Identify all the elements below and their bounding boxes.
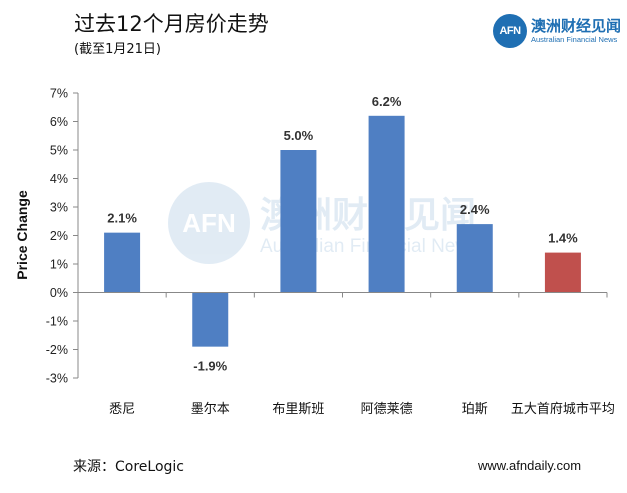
data-label: -1.9% bbox=[193, 359, 227, 374]
chart-subtitle: (截至1月21日) bbox=[74, 42, 161, 57]
chart-title: 过去12个月房价走势 bbox=[74, 12, 269, 36]
category-labels: 悉尼 墨尔本 布里斯班 阿德莱德 珀斯 五大首府城市平均 bbox=[109, 401, 615, 417]
source-note: 来源：CoreLogic bbox=[73, 459, 184, 475]
category-label: 五大首府城市平均 bbox=[511, 401, 615, 417]
y-tick-label: 6% bbox=[50, 115, 68, 129]
bar bbox=[104, 232, 141, 293]
data-labels: 2.1% -1.9% 5.0% 6.2% 2.4% 1.4% bbox=[107, 94, 578, 374]
afn-logo-name-cn: 澳洲财经见闻 bbox=[531, 17, 622, 35]
y-tick-label: 4% bbox=[50, 172, 68, 186]
bar bbox=[456, 224, 493, 293]
data-label: 1.4% bbox=[548, 231, 578, 246]
y-tick-label: 1% bbox=[50, 258, 68, 272]
bars bbox=[104, 115, 581, 347]
bar bbox=[280, 150, 317, 293]
y-tick-label: 0% bbox=[50, 286, 68, 300]
bar bbox=[192, 292, 229, 347]
y-tick-label: -3% bbox=[46, 372, 68, 386]
bar bbox=[368, 115, 405, 293]
y-tick-label: 3% bbox=[50, 201, 68, 215]
category-label: 阿德莱德 bbox=[361, 402, 413, 417]
category-label: 珀斯 bbox=[462, 402, 488, 417]
afn-logo: AFN 澳洲财经见闻 Australian Financial News bbox=[493, 14, 623, 50]
y-axis: 7% 6% 5% 4% 3% 2% 1% 0% -1% -2% -3% bbox=[46, 87, 79, 386]
category-label: 墨尔本 bbox=[191, 402, 230, 417]
afn-logo-badge: AFN bbox=[493, 14, 527, 48]
y-tick-label: -2% bbox=[46, 343, 68, 357]
category-label: 布里斯班 bbox=[272, 402, 324, 417]
x-axis bbox=[77, 292, 608, 298]
y-tick-label: -1% bbox=[46, 315, 68, 329]
category-label: 悉尼 bbox=[109, 402, 135, 417]
y-tick-label: 7% bbox=[50, 87, 68, 101]
bar bbox=[544, 252, 581, 293]
afn-logo-name-en: Australian Financial News bbox=[531, 35, 618, 44]
data-label: 2.1% bbox=[107, 211, 137, 226]
data-label: 5.0% bbox=[284, 128, 314, 143]
website-link[interactable]: www.afndaily.com bbox=[478, 458, 582, 473]
data-label: 6.2% bbox=[372, 94, 402, 109]
y-tick-label: 2% bbox=[50, 229, 68, 243]
data-label: 2.4% bbox=[460, 202, 490, 217]
y-axis-label: Price Change bbox=[14, 190, 30, 280]
y-tick-label: 5% bbox=[50, 144, 68, 158]
